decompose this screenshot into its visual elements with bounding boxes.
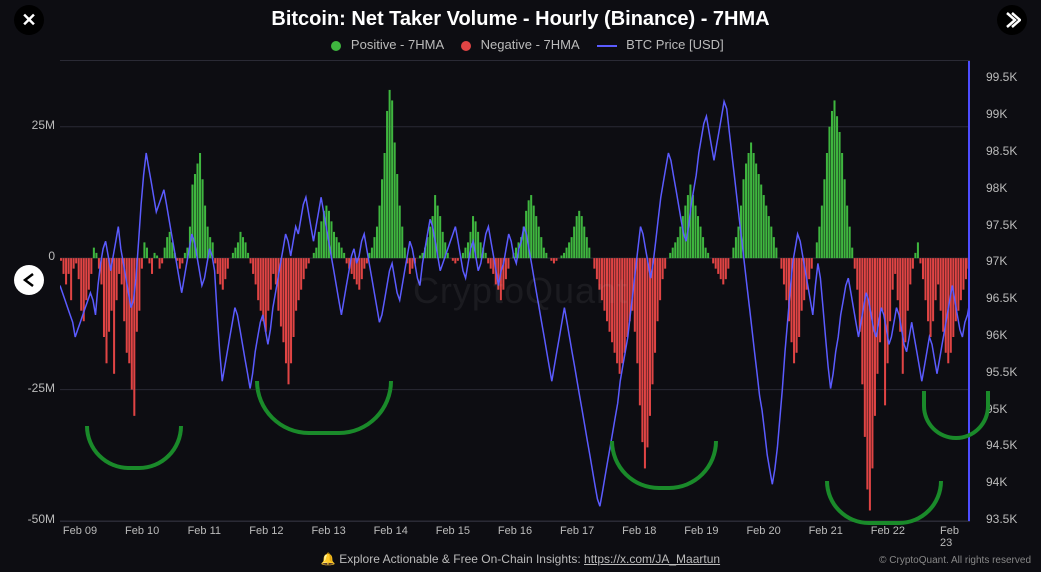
x-tick: Feb 18 — [622, 525, 656, 537]
x-tick: Feb 21 — [809, 525, 843, 537]
y-right-tick: 96K — [986, 328, 1041, 342]
right-axis-line — [968, 61, 970, 521]
y-right-tick: 94K — [986, 475, 1041, 489]
bell-icon: 🔔 — [321, 552, 336, 566]
legend-negative-swatch — [461, 41, 471, 51]
y-right-tick: 97.5K — [986, 218, 1041, 232]
y-left-tick: -25M — [0, 381, 55, 395]
y-right-tick: 93.5K — [986, 512, 1041, 526]
legend-negative-label: Negative - 7HMA — [481, 37, 579, 52]
y-right-tick: 96.5K — [986, 291, 1041, 305]
x-tick: Feb 22 — [871, 525, 905, 537]
y-left-tick: 25M — [0, 118, 55, 132]
x-tick: Feb 23 — [940, 525, 960, 549]
next-button[interactable] — [997, 5, 1027, 35]
y-left-tick: -50M — [0, 512, 55, 526]
legend-price-label: BTC Price [USD] — [626, 37, 724, 52]
y-left-tick: 0 — [0, 249, 55, 263]
x-tick: Feb 20 — [746, 525, 780, 537]
x-tick: Feb 15 — [436, 525, 470, 537]
legend-price-swatch — [597, 45, 617, 47]
x-tick: Feb 13 — [311, 525, 345, 537]
chart-plot-area[interactable] — [60, 60, 970, 522]
y-right-tick: 99K — [986, 107, 1041, 121]
footer-link[interactable]: https://x.com/JA_Maartun — [584, 552, 720, 566]
chart-legend: Positive - 7HMA Negative - 7HMA BTC Pric… — [0, 37, 1041, 52]
x-tick: Feb 14 — [374, 525, 408, 537]
prev-button[interactable] — [14, 265, 44, 295]
close-button[interactable]: ✕ — [14, 5, 44, 35]
footer-text: Explore Actionable & Free On-Chain Insig… — [339, 552, 580, 566]
y-right-tick: 97K — [986, 254, 1041, 268]
x-tick: Feb 17 — [560, 525, 594, 537]
y-right-tick: 95.5K — [986, 365, 1041, 379]
chart-title: Bitcoin: Net Taker Volume - Hourly (Bina… — [0, 0, 1041, 31]
x-tick: Feb 10 — [125, 525, 159, 537]
chart-svg — [60, 61, 970, 521]
x-tick: Feb 19 — [684, 525, 718, 537]
copyright: © CryptoQuant. All rights reserved — [879, 555, 1031, 566]
x-axis-labels: Feb 09 Feb 10 Feb 11 Feb 12 Feb 13 Feb 14 Feb … — [60, 525, 970, 545]
y-right-tick: 99.5K — [986, 70, 1041, 84]
y-right-tick: 94.5K — [986, 438, 1041, 452]
y-right-tick: 98.5K — [986, 144, 1041, 158]
y-right-tick: 98K — [986, 181, 1041, 195]
x-tick: Feb 09 — [63, 525, 97, 537]
legend-positive-label: Positive - 7HMA — [351, 37, 443, 52]
x-tick: Feb 11 — [188, 525, 221, 537]
legend-positive-swatch — [331, 41, 341, 51]
x-tick: Feb 12 — [249, 525, 283, 537]
x-tick: Feb 16 — [498, 525, 532, 537]
y-right-tick: 95K — [986, 402, 1041, 416]
